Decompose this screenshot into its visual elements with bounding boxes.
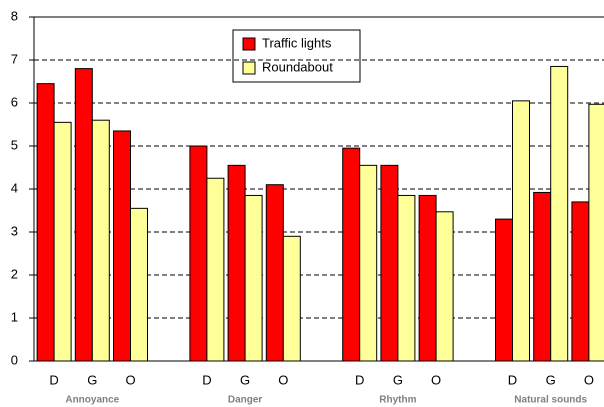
x-tick-label: O — [125, 372, 135, 387]
bar — [512, 100, 530, 362]
x-tick-label: O — [431, 372, 441, 387]
bar — [342, 147, 361, 362]
x-tick-label: G — [240, 372, 250, 387]
bar — [265, 184, 284, 362]
bar — [244, 194, 263, 362]
bar — [130, 207, 148, 362]
bar — [282, 235, 301, 362]
group-label: Natural sounds — [514, 395, 587, 406]
y-tick-label: 7 — [11, 51, 18, 66]
x-tick-label: G — [393, 372, 403, 387]
legend-swatch — [242, 61, 256, 75]
y-tick-label: 3 — [11, 223, 18, 238]
y-tick-label: 6 — [11, 94, 18, 109]
x-tick-label: G — [87, 372, 97, 387]
bar — [36, 83, 55, 362]
bar — [588, 103, 604, 362]
bar — [550, 65, 569, 362]
x-tick-label: D — [49, 372, 58, 387]
bar — [495, 218, 513, 362]
legend-swatch — [242, 37, 256, 51]
y-tick-label: 5 — [11, 137, 18, 152]
bar — [91, 119, 110, 362]
bar — [533, 191, 552, 362]
bar — [380, 164, 399, 362]
y-tick-label: 0 — [11, 352, 18, 367]
bar — [113, 130, 131, 362]
bar — [189, 145, 208, 362]
bar — [397, 194, 416, 362]
x-tick-label: O — [584, 372, 594, 387]
y-tick-label: 8 — [11, 8, 18, 23]
bar — [571, 201, 590, 362]
bar — [206, 177, 225, 362]
x-tick-label: D — [508, 372, 517, 387]
y-tick-label: 1 — [11, 309, 18, 324]
bar — [418, 194, 437, 362]
group-label: Annoyance — [65, 395, 119, 406]
y-tick-label: 4 — [11, 180, 18, 195]
bar — [227, 164, 246, 362]
bar — [74, 68, 93, 362]
group-label: Rhythm — [379, 395, 416, 406]
bar — [53, 121, 72, 362]
bar — [435, 211, 454, 362]
y-tick-label: 2 — [11, 266, 18, 281]
x-tick-label: D — [202, 372, 211, 387]
legend-label: Roundabout — [262, 59, 333, 74]
group-label: Danger — [228, 395, 263, 406]
x-tick-label: O — [278, 372, 288, 387]
x-tick-label: G — [546, 372, 556, 387]
bar — [359, 164, 378, 362]
legend-label: Traffic lights — [262, 35, 332, 50]
x-tick-label: D — [355, 372, 364, 387]
